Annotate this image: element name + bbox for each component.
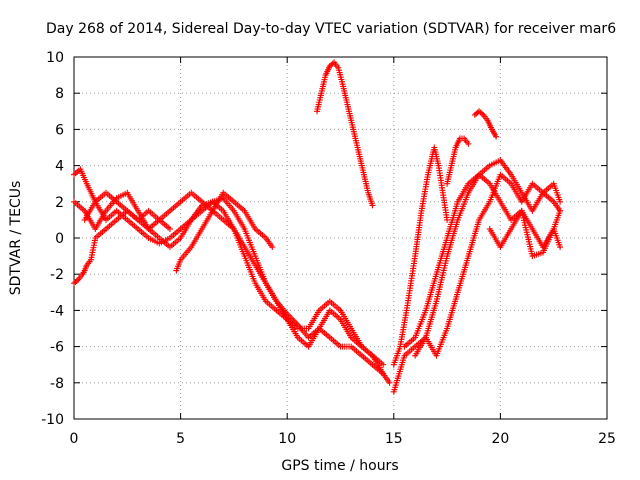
series-track-6 <box>314 59 376 209</box>
series-track-9 <box>401 157 564 350</box>
series-track-2 <box>71 189 387 368</box>
series-track-12 <box>471 108 500 140</box>
data-point <box>380 370 387 377</box>
axis-ticks <box>73 56 608 420</box>
series-track-11 <box>444 135 472 187</box>
y-tick-label: -4 <box>50 303 64 319</box>
data-point <box>73 277 80 284</box>
grid-lines <box>74 57 607 419</box>
x-tick-label: 15 <box>385 431 403 447</box>
data-point <box>444 216 451 223</box>
data-marks <box>71 59 564 395</box>
y-axis-label: SDTVAR / TECUs <box>8 181 24 296</box>
x-tick-label: 10 <box>278 431 296 447</box>
x-axis-label: GPS time / hours <box>281 458 398 474</box>
data-point <box>465 140 472 147</box>
data-point <box>557 207 564 214</box>
y-tick-label: 8 <box>55 86 64 102</box>
y-tick-label: 2 <box>55 195 64 211</box>
tick-labels: 0 5 10 15 20 25 -10 -8 -6 -4 -2 0 2 4 6 8 10 <box>41 50 616 447</box>
data-point <box>269 244 276 251</box>
plot-area-border <box>73 56 608 420</box>
data-point <box>369 202 376 209</box>
data-point <box>478 110 485 117</box>
data-point <box>557 198 564 205</box>
y-tick-label: 6 <box>55 122 64 138</box>
series-track-5 <box>173 189 276 274</box>
series-track-8 <box>390 144 451 368</box>
y-tick-label: 0 <box>55 231 64 247</box>
data-point <box>557 244 564 251</box>
y-tick-label: -6 <box>50 340 64 356</box>
x-tick-label: 0 <box>70 431 79 447</box>
x-tick-label: 5 <box>176 431 185 447</box>
x-tick-label: 20 <box>491 431 509 447</box>
series-track-13 <box>486 207 564 260</box>
y-tick-label: 10 <box>46 50 64 66</box>
chart-title: Day 268 of 2014, Sidereal Day-to-day VTE… <box>46 21 616 37</box>
data-point <box>493 133 500 140</box>
y-tick-label: 4 <box>55 159 64 175</box>
y-tick-label: -2 <box>50 267 64 283</box>
data-point <box>380 361 387 368</box>
x-tick-label: 25 <box>598 431 616 447</box>
data-point <box>329 60 336 67</box>
data-point <box>166 225 173 232</box>
y-tick-label: -8 <box>50 376 64 392</box>
y-tick-label: -10 <box>41 412 64 428</box>
series-track-4 <box>71 207 173 287</box>
data-point <box>386 379 393 386</box>
series-track-10 <box>412 171 564 359</box>
